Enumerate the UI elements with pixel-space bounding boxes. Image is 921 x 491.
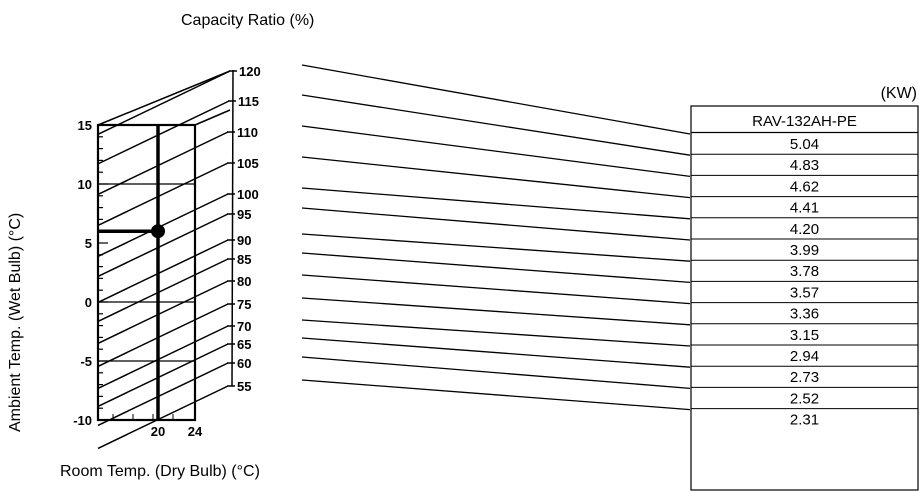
capacity-tick-label: 95 <box>237 207 251 222</box>
capacity-axis <box>231 69 234 387</box>
capacity-diagonal-lines <box>97 70 231 450</box>
capacity-line <box>194 109 231 126</box>
leader-line <box>301 356 691 390</box>
capacity-ratio-title: Capacity Ratio (%) <box>181 12 314 29</box>
capacity-line <box>97 258 229 323</box>
capacity-line <box>97 385 229 450</box>
capacity-tick-label: 115 <box>238 94 259 109</box>
leader-line <box>301 252 691 284</box>
leader-line <box>301 297 691 326</box>
capacity-value: 4.83 <box>790 157 819 174</box>
capacity-line <box>97 303 229 368</box>
capacity-line <box>97 162 229 227</box>
capacity-value: 2.73 <box>790 369 819 386</box>
leader-line <box>301 319 691 347</box>
capacity-tick-label: 65 <box>237 337 251 352</box>
unit-label: (KW) <box>881 85 917 102</box>
capacity-ratio-scale: 120 115 110 105 100 95 90 85 80 75 70 65 60 55 <box>227 64 261 394</box>
capacity-value: 5.04 <box>790 136 819 153</box>
capacity-line <box>97 131 229 196</box>
leader-line <box>301 94 691 156</box>
temperature-grid <box>96 123 197 422</box>
capacity-line <box>97 239 229 304</box>
operating-point <box>151 224 165 239</box>
capacity-value: 3.57 <box>790 284 819 301</box>
capacity-line <box>97 362 229 427</box>
capacity-tick-label: 60 <box>237 356 251 371</box>
capacity-line <box>97 213 229 278</box>
capacity-line <box>97 70 231 136</box>
capacity-value: 4.20 <box>790 221 819 238</box>
capacity-line <box>97 343 229 408</box>
capacity-tick-label: 110 <box>237 125 258 140</box>
capacity-tick-label: 85 <box>237 252 251 267</box>
x-tick-label: 24 <box>188 424 203 439</box>
capacity-value: 3.15 <box>790 327 819 344</box>
grid-frame <box>96 123 197 422</box>
leader-line <box>301 125 691 178</box>
capacity-value: 2.94 <box>790 348 819 365</box>
capacity-tick-label: 100 <box>237 187 259 202</box>
y-tick-label: -10 <box>73 413 92 428</box>
leader-line <box>301 379 691 411</box>
capacity-tick-label: 75 <box>237 297 251 312</box>
y-tick-label: 10 <box>78 177 92 192</box>
capacity-tick-label: 55 <box>237 379 251 394</box>
leader-lines <box>301 64 691 411</box>
model-header: RAV-132AH-PE <box>752 113 857 130</box>
capacity-line <box>97 70 231 126</box>
y-tick-label: 5 <box>85 236 92 251</box>
dry-bulb-tick-labels: 20 24 <box>151 424 203 439</box>
capacity-line <box>97 193 229 258</box>
leader-line <box>301 337 691 368</box>
leader-line <box>301 274 691 305</box>
capacity-line <box>97 280 229 345</box>
leader-line <box>301 156 691 199</box>
capacity-tick-label: 70 <box>237 319 251 334</box>
capacity-value: 3.36 <box>790 306 819 323</box>
x-tick-label: 20 <box>151 424 165 439</box>
y-tick-label: -5 <box>80 354 92 369</box>
capacity-table: RAV-132AH-PE 5.04 4.83 4.62 4.41 4.20 3.99 3.7… <box>690 105 919 491</box>
x-axis-title: Room Temp. (Dry Bulb) (°C) <box>60 463 260 480</box>
leader-line <box>301 233 691 262</box>
capacity-value: 3.78 <box>790 263 819 280</box>
capacity-value: 2.31 <box>790 412 819 429</box>
capacity-tick-label: 80 <box>237 274 251 289</box>
y-axis-title: Ambient Temp. (Wet Bulb) (°C) <box>7 213 24 432</box>
y-tick-label: 15 <box>78 118 92 133</box>
y-tick-label: 0 <box>85 295 92 310</box>
capacity-value: 4.62 <box>790 178 819 195</box>
capacity-tick-label: 105 <box>237 156 259 171</box>
capacity-line <box>97 325 229 390</box>
capacity-line <box>97 100 230 165</box>
capacity-value: 2.52 <box>790 390 819 407</box>
capacity-tick-label: 90 <box>237 233 251 248</box>
capacity-value: 4.41 <box>790 200 819 217</box>
leader-line <box>301 64 691 135</box>
wet-bulb-tick-labels: 15 10 5 0 -5 -10 <box>73 118 92 428</box>
capacity-value: 3.99 <box>790 242 819 259</box>
leader-line <box>301 187 691 220</box>
capacity-tick-label: 120 <box>239 64 261 79</box>
leader-line <box>301 207 691 241</box>
table-border <box>690 105 919 491</box>
